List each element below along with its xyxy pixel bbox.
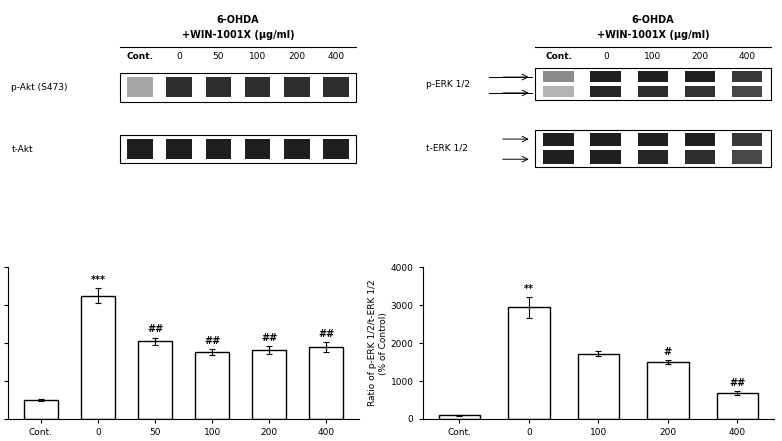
Text: #: # [664, 347, 672, 357]
Bar [637, 71, 668, 82]
Text: 400: 400 [738, 52, 755, 60]
Bar [535, 68, 771, 100]
Bar [685, 86, 716, 97]
Text: 0: 0 [603, 52, 608, 60]
Text: ##: ## [147, 325, 163, 334]
Text: 6-OHDA: 6-OHDA [632, 15, 674, 25]
Bar [535, 130, 771, 167]
Text: +WIN-1001X (μg/ml): +WIN-1001X (μg/ml) [181, 30, 294, 40]
Text: 50: 50 [213, 52, 224, 60]
Bar [245, 139, 271, 159]
Text: +WIN-1001X (μg/ml): +WIN-1001X (μg/ml) [597, 30, 709, 40]
Text: 100: 100 [644, 52, 662, 60]
Y-axis label: Ratio of p-ERK 1/2/t-ERK 1/2
(% of Control): Ratio of p-ERK 1/2/t-ERK 1/2 (% of Contr… [368, 280, 388, 407]
Bar [245, 78, 271, 97]
Bar [590, 86, 621, 97]
Bar [120, 135, 356, 163]
Bar [324, 139, 349, 159]
Bar [284, 78, 310, 97]
Bar [732, 133, 762, 146]
Bar [167, 78, 192, 97]
Bar [590, 150, 621, 164]
Text: ##: ## [204, 336, 221, 346]
Bar [685, 150, 716, 164]
Bar [324, 78, 349, 97]
Bar [578, 354, 619, 419]
Bar [439, 415, 480, 419]
Bar [284, 139, 310, 159]
Bar [195, 352, 229, 419]
Bar [23, 400, 58, 419]
Bar [637, 150, 668, 164]
Bar [590, 133, 621, 146]
Text: ##: ## [261, 333, 278, 343]
Bar [647, 362, 689, 419]
Text: 200: 200 [691, 52, 708, 60]
Bar [543, 133, 574, 146]
Text: ##: ## [318, 329, 335, 339]
Bar [543, 150, 574, 164]
Text: p-Akt (S473): p-Akt (S473) [11, 83, 68, 92]
Bar [81, 296, 115, 419]
Bar [637, 86, 668, 97]
Text: ***: *** [91, 275, 106, 285]
Text: 100: 100 [249, 52, 267, 60]
Bar [127, 139, 152, 159]
Text: 0: 0 [176, 52, 182, 60]
Text: **: ** [524, 284, 534, 294]
Bar [206, 78, 231, 97]
Text: 400: 400 [328, 52, 345, 60]
Bar [508, 307, 550, 419]
Bar [716, 393, 759, 419]
Text: t-ERK 1/2: t-ERK 1/2 [426, 144, 468, 153]
Bar [120, 73, 356, 101]
Bar [206, 139, 231, 159]
Bar [543, 71, 574, 82]
Bar [138, 341, 172, 419]
Bar [309, 347, 343, 419]
Text: t-Akt: t-Akt [11, 145, 33, 153]
Text: 200: 200 [289, 52, 306, 60]
Text: 6-OHDA: 6-OHDA [217, 15, 260, 25]
Text: p-ERK 1/2: p-ERK 1/2 [426, 79, 470, 89]
Bar [732, 71, 762, 82]
Text: ##: ## [730, 378, 745, 388]
Bar [252, 350, 286, 419]
Bar [685, 133, 716, 146]
Bar [167, 139, 192, 159]
Bar [590, 71, 621, 82]
Bar [685, 71, 716, 82]
Bar [127, 78, 152, 97]
Bar [543, 86, 574, 97]
Bar [637, 133, 668, 146]
Bar [732, 150, 762, 164]
Text: Cont.: Cont. [545, 52, 572, 60]
Text: Cont.: Cont. [127, 52, 153, 60]
Bar [732, 86, 762, 97]
